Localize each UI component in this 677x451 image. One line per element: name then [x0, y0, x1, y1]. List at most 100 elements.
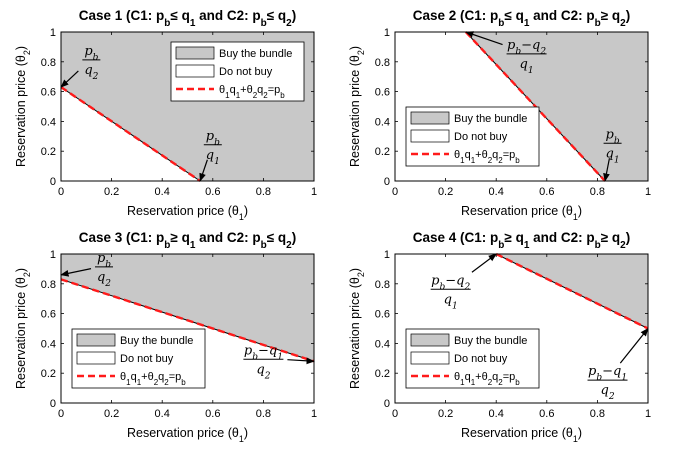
y-tick-label: 0.4	[375, 338, 390, 350]
y-axis-label: Reservation price (θ2)	[14, 268, 32, 389]
x-tick-label: 0.6	[205, 408, 220, 420]
annotation-denominator: q2	[600, 383, 614, 402]
annotation-numerator: pb−q1	[244, 343, 283, 362]
chart-title: Case 4 (C1: pb≥ q1 and C2: pb≥ q2)	[413, 230, 630, 251]
boundary-line	[60, 278, 315, 363]
legend-label-buy: Buy the bundle	[219, 48, 292, 60]
legend-label-buy: Buy the bundle	[454, 335, 527, 347]
x-tick-label: 0.8	[256, 408, 271, 420]
annotation-numerator: pb	[206, 129, 220, 148]
annotation-arrow	[603, 158, 611, 182]
axes-frame	[60, 31, 315, 182]
annotation-numerator: pb	[606, 127, 620, 146]
y-tick-label: 0.8	[41, 57, 56, 69]
annotation-denominator: q1	[520, 57, 534, 76]
y-tick-label: 1	[50, 27, 56, 39]
y-tick-label: 1	[384, 249, 390, 261]
legend-swatch-no-buy	[175, 64, 215, 78]
legend: Buy the bundle Do not buy θ1q1+θ2q2=pb	[71, 328, 206, 389]
y-tick-label: 1	[50, 249, 56, 261]
annotation-arrow	[465, 31, 503, 46]
y-tick-label: 0.2	[375, 146, 390, 158]
x-tick-label: 0.4	[155, 408, 170, 420]
legend-label-line: θ1q1+θ2q2=pb	[454, 371, 520, 387]
x-tick-label: 0.8	[256, 186, 271, 198]
annotation-numerator: pb−q1	[588, 364, 627, 383]
x-tick-label: 0.2	[104, 186, 119, 198]
legend-label-no-buy: Do not buy	[454, 353, 508, 365]
annotation-denominator: q2	[256, 362, 270, 381]
buy-region	[61, 254, 314, 362]
y-tick-label: 0.6	[41, 309, 56, 321]
x-tick-label: 0.4	[489, 186, 504, 198]
legend-label-buy: Buy the bundle	[120, 335, 193, 347]
chart-title: Case 1 (C1: pb≤ q1 and C2: pb≤ q2)	[79, 8, 296, 29]
annotation-arrow	[60, 268, 92, 277]
y-axis-label: Reservation price (θ2)	[348, 46, 366, 167]
y-tick-label: 0.8	[41, 279, 56, 291]
y-tick-label: 0.2	[41, 146, 56, 158]
legend-swatch-buy	[175, 46, 215, 60]
annotation-numerator: pb	[97, 251, 111, 270]
annotation-denominator: q1	[206, 148, 220, 167]
boundary-line	[60, 86, 201, 182]
x-tick-label: 0	[392, 408, 398, 420]
y-tick-label: 0.2	[41, 368, 56, 380]
annotation-arrow	[619, 327, 649, 364]
chart-panel-3: 0 0.2 0.4 0.6 0.8 1 0 0.2 0.4 0.6 0.8 1 Case 3 (C1: …	[14, 230, 317, 444]
y-tick-label: 0.6	[41, 87, 56, 99]
legend-label-buy: Buy the bundle	[454, 113, 527, 125]
chart-panel-2: 0 0.2 0.4 0.6 0.8 1 0 0.2 0.4 0.6 0.8 1 Case 2 (C1: …	[348, 8, 651, 222]
x-tick-label: 1	[311, 408, 317, 420]
y-tick-label: 0	[384, 398, 390, 410]
legend-swatch-no-buy	[410, 129, 450, 143]
x-tick-label: 0.2	[104, 408, 119, 420]
x-axis-label: Reservation price (θ1)	[461, 426, 582, 444]
legend: Buy the bundle Do not buy θ1q1+θ2q2=pb	[170, 41, 305, 102]
y-tick-label: 0.4	[375, 116, 390, 128]
y-tick-label: 0.8	[375, 57, 390, 69]
y-tick-label: 0	[50, 176, 56, 188]
y-tick-label: 0.6	[375, 309, 390, 321]
legend-label-no-buy: Do not buy	[120, 353, 174, 365]
x-axis-label: Reservation price (θ1)	[127, 426, 248, 444]
x-tick-label: 0.8	[590, 186, 605, 198]
buy-region	[465, 32, 648, 181]
x-tick-label: 1	[645, 186, 651, 198]
annotation-numerator: pb−q2	[507, 38, 546, 57]
legend-label-no-buy: Do not buy	[219, 66, 273, 78]
y-tick-label: 0	[50, 398, 56, 410]
x-axis-label: Reservation price (θ1)	[127, 204, 248, 222]
legend-swatch-no-buy	[76, 351, 116, 365]
chart-panel-1: 0 0.2 0.4 0.6 0.8 1 0 0.2 0.4 0.6 0.8 1 Case 1 (C1: …	[14, 8, 317, 222]
annotation-arrow	[287, 357, 315, 365]
y-tick-label: 0.8	[375, 279, 390, 291]
y-tick-label: 0.4	[41, 338, 56, 350]
legend: Buy the bundle Do not buy θ1q1+θ2q2=pb	[405, 328, 540, 389]
annotation-numerator: pb	[84, 44, 98, 63]
x-tick-label: 1	[645, 408, 651, 420]
annotation-numerator: pb−q2	[431, 273, 470, 292]
x-tick-label: 0.6	[205, 186, 220, 198]
annotation-denominator: q1	[606, 146, 620, 165]
annotation-arrow	[471, 253, 497, 273]
y-tick-label: 0	[384, 176, 390, 188]
y-tick-label: 0.4	[41, 116, 56, 128]
x-tick-label: 0	[58, 186, 64, 198]
annotation-arrow	[199, 159, 208, 182]
chart-title: Case 3 (C1: pb≥ q1 and C2: pb≤ q2)	[79, 230, 296, 251]
boundary-line	[464, 31, 606, 182]
annotation-denominator: q2	[84, 63, 98, 82]
axes-frame	[60, 253, 315, 404]
y-axis-label: Reservation price (θ2)	[348, 268, 366, 389]
x-tick-label: 0.4	[489, 408, 504, 420]
annotation-denominator: q2	[97, 270, 111, 289]
